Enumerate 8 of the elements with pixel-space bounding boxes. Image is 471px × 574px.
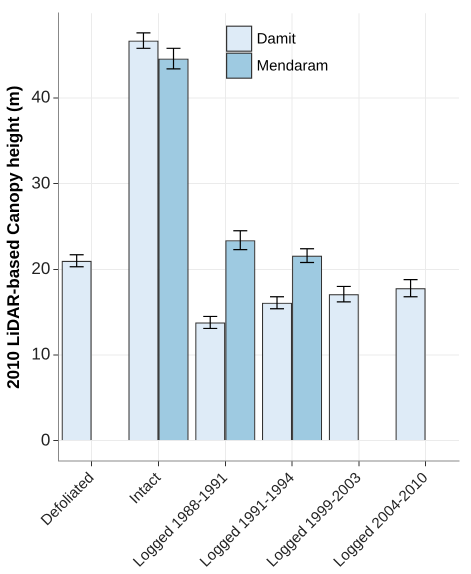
legend-label: Damit	[256, 30, 297, 48]
y-tick-label: 40	[31, 88, 50, 107]
y-tick-label: 20	[31, 259, 50, 278]
y-axis-title: 2010 LiDAR-based Canopy height (m)	[4, 86, 23, 389]
y-tick-label: 0	[40, 430, 50, 450]
y-tick-label: 30	[31, 173, 50, 192]
legend-label: Mendaram	[256, 57, 328, 74]
y-tick-label: 10	[31, 344, 50, 364]
